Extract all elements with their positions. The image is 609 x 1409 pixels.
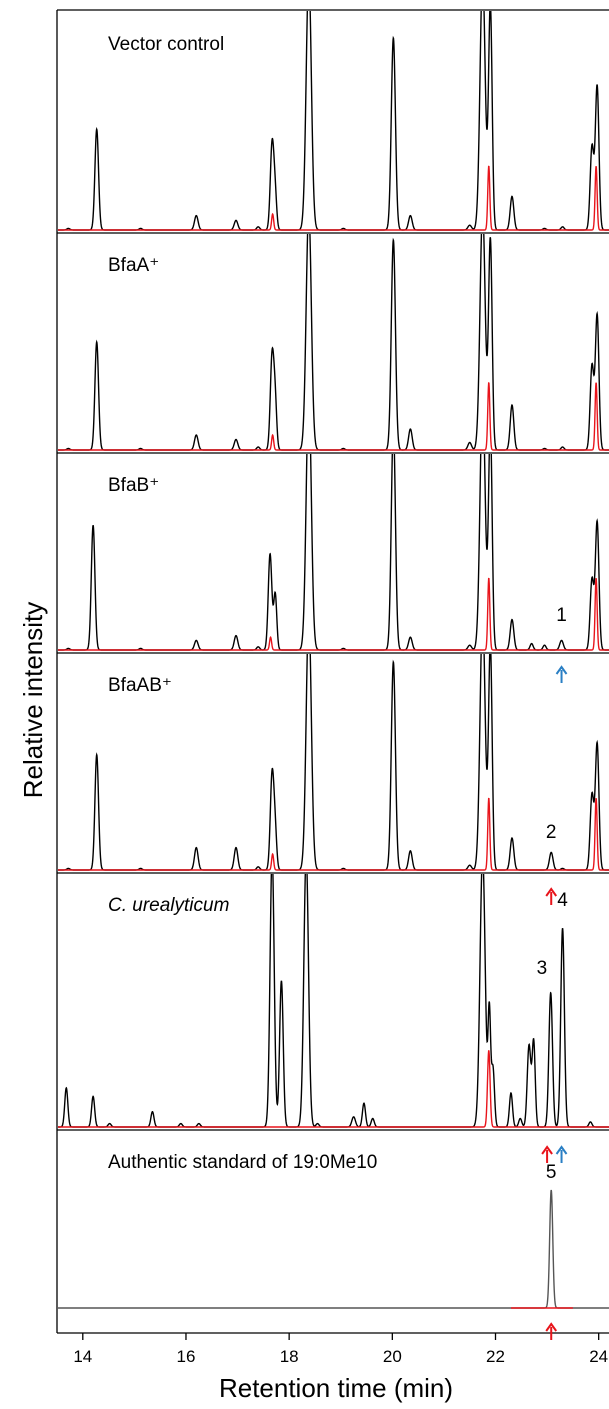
panel-name: Authentic standard of 19:0Me10 (108, 1152, 377, 1173)
peak-annotation: 16:1Δ7 (259, 83, 276, 134)
panel-2: BfaB⁺ 1 (58, 454, 609, 683)
panel-name: BfaB⁺ (108, 475, 159, 496)
peak-annotation: 19:1cycloΔ9 (555, 28, 572, 115)
trace-line (58, 1189, 609, 1309)
red-arrow (545, 1322, 558, 1340)
peak-annotation: 18:1Δ9 (456, 16, 473, 67)
overlay-trace-line (58, 577, 609, 651)
peak-annotation: 14:0 (84, 71, 101, 102)
peak-number: 3 (537, 958, 548, 979)
overlay-trace-line (58, 382, 609, 451)
panel-name: C. urealyticum (108, 895, 229, 916)
panel-3: BfaAB⁺ 2 (58, 654, 609, 905)
peak-number: 5 (546, 1162, 557, 1183)
x-tick-label: 20 (383, 1347, 402, 1366)
plot-frame (56, 9, 609, 1334)
peak-annotation: 17:1cycloΔ9 (362, 0, 379, 86)
x-axis-label: Retention time (min) (219, 1373, 453, 1403)
x-tick-label: 24 (589, 1347, 608, 1366)
peak-annotation: 19:1cycloΔ11 (592, 20, 609, 115)
blue-arrow (555, 665, 568, 683)
peak-number: 1 (556, 605, 567, 626)
x-tick-label: 14 (73, 1347, 92, 1366)
peak-number: 2 (546, 822, 557, 843)
trace-line (58, 234, 609, 451)
overlay-trace-line (58, 165, 609, 231)
red-arrow (541, 1145, 553, 1163)
x-tick-label: 16 (177, 1347, 196, 1366)
red-arrow (545, 887, 558, 905)
blue-arrow (555, 1145, 568, 1163)
peak-annotation: 18:0 (511, 140, 528, 171)
x-axis: 14 16 18 20 22 24 (73, 1333, 608, 1366)
panel-name: BfaAB⁺ (108, 675, 172, 696)
peak-number: 4 (557, 890, 568, 911)
y-axis-label: Relative intensity (18, 602, 48, 799)
overlay-trace-line (58, 797, 609, 871)
peak-annotation: 18:1Δ11 (493, 18, 510, 77)
peak-annotation: 16:0 (313, 26, 330, 57)
trace-line (58, 454, 609, 651)
x-tick-label: 18 (280, 1347, 299, 1366)
panel-5: Authentic standard of 19:0Me10 5 (58, 1152, 609, 1340)
panel-1: BfaA⁺ (58, 234, 609, 451)
overlay-trace-line (58, 1050, 609, 1128)
x-tick-label: 22 (486, 1347, 505, 1366)
panel-4: C. urealyticum 3 4 (58, 874, 609, 1163)
panel-name: BfaA⁺ (108, 255, 159, 276)
panel-name: Vector control (108, 34, 224, 55)
